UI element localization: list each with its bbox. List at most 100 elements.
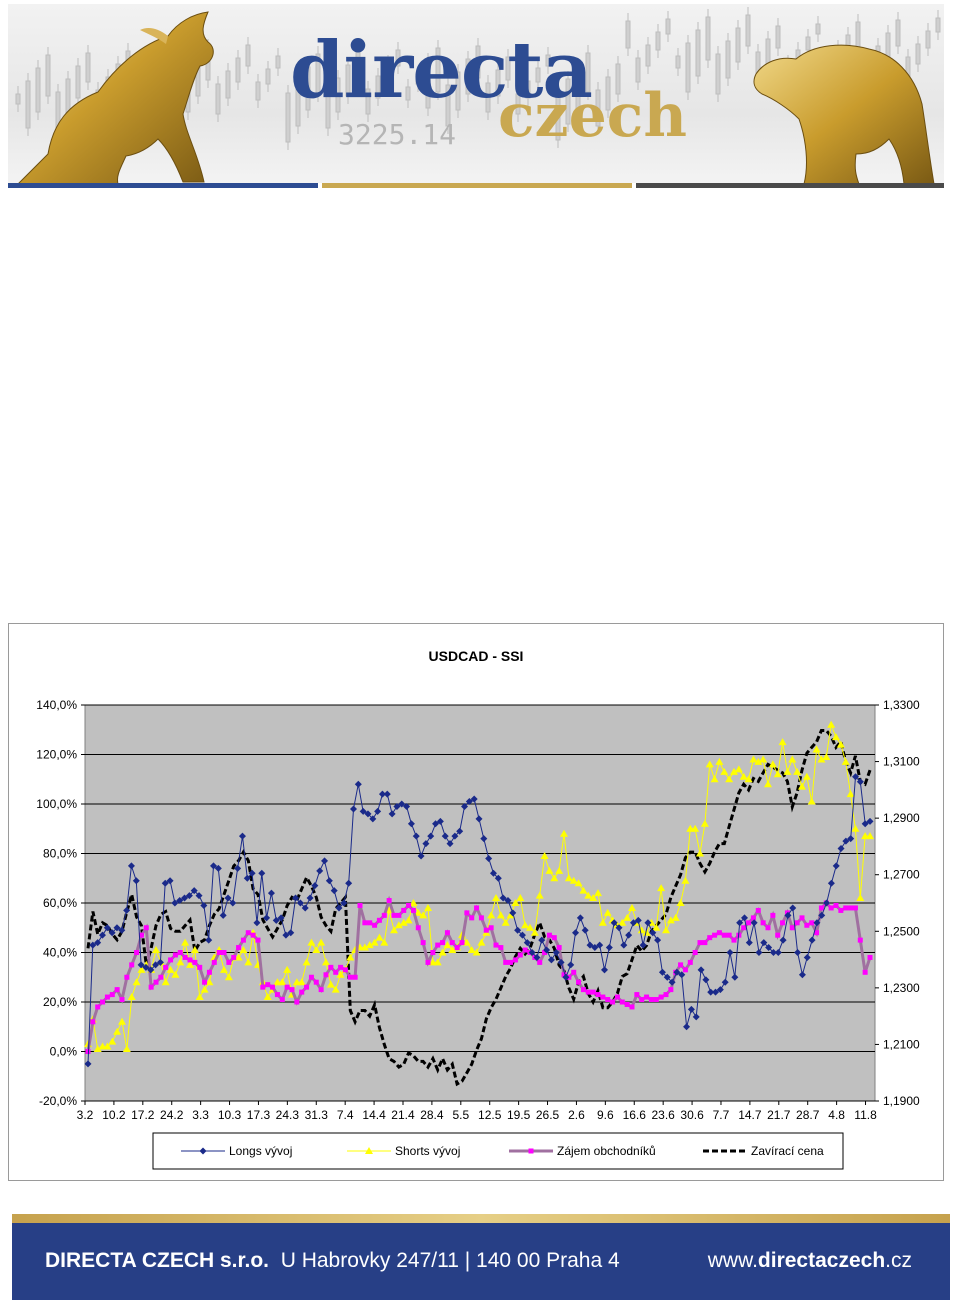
data-point [430, 950, 436, 955]
data-point [720, 767, 729, 775]
data-point [485, 854, 493, 862]
data-point [407, 820, 415, 828]
data-point [634, 992, 640, 998]
data-point [557, 958, 565, 966]
data-point [523, 939, 531, 947]
data-point [561, 972, 567, 978]
data-point [749, 755, 758, 763]
data-point [614, 994, 620, 1000]
data-point [789, 904, 797, 912]
data-point [244, 958, 253, 966]
data-point [705, 760, 714, 768]
data-point [216, 950, 222, 955]
series-z-jem-obchodn-k- [85, 895, 873, 1054]
data-point [364, 810, 372, 818]
data-point [619, 999, 625, 1005]
y-right-tick-label: 1,2300 [883, 981, 920, 995]
data-point [306, 894, 314, 902]
data-point [861, 820, 869, 828]
data-point [388, 810, 396, 818]
x-tick-label: 16.6 [623, 1108, 647, 1122]
data-point [229, 899, 237, 907]
data-point [137, 965, 146, 973]
data-point [190, 946, 199, 954]
data-point [386, 898, 392, 904]
data-point [494, 874, 502, 882]
data-point [424, 903, 432, 911]
data-point [263, 993, 272, 1001]
data-point [399, 918, 408, 926]
series-line [86, 729, 872, 1087]
data-point [433, 958, 442, 966]
data-point [123, 906, 131, 914]
chart-container: USDCAD - SSI -20,0% 0,0% 20,0% 40,0% 60,0% 80… [8, 623, 944, 1181]
data-point [545, 866, 554, 874]
data-point [671, 913, 680, 921]
data-point [147, 966, 155, 974]
data-point [676, 899, 685, 906]
data-point [260, 984, 266, 990]
data-point [765, 944, 773, 952]
data-point [427, 832, 435, 840]
x-tick-label: 7.4 [337, 1108, 354, 1122]
data-point [572, 929, 580, 937]
data-point [521, 921, 530, 929]
data-point [601, 966, 609, 974]
data-point [778, 738, 787, 746]
data-point [448, 946, 457, 954]
footer-company-info: DIRECTA CZECH s.r.o. U Habrovky 247/11 |… [45, 1249, 620, 1273]
y-right-tick-label: 1,2500 [883, 924, 920, 938]
data-point [833, 902, 839, 908]
data-point [231, 954, 237, 960]
data-point [200, 985, 209, 993]
ssi-line-chart: USDCAD - SSI -20,0% 0,0% 20,0% 40,0% 60,0% 80… [36, 648, 920, 1170]
data-point [205, 936, 213, 944]
data-point [127, 862, 135, 870]
legend-item: Zájem obchodníků [509, 1144, 656, 1158]
data-point [177, 950, 183, 955]
legend-item: Shorts vývoj [347, 1144, 460, 1158]
y-left-tick-label: 0,0% [50, 1045, 78, 1059]
x-tick-label: 10.2 [102, 1108, 126, 1122]
data-point [851, 824, 860, 832]
data-point [94, 939, 102, 947]
data-point [385, 906, 394, 914]
data-point [108, 1037, 117, 1045]
data-point [542, 950, 548, 955]
data-point [590, 989, 596, 995]
data-point [744, 775, 753, 783]
x-tick-label: 12.5 [478, 1108, 502, 1122]
data-point [360, 943, 369, 951]
data-point [176, 958, 185, 966]
data-point [589, 894, 598, 902]
data-point [629, 1004, 635, 1010]
data-point [567, 961, 575, 969]
data-point [808, 936, 816, 944]
data-point [304, 984, 310, 990]
footer-website-link[interactable]: www.directaczech.cz [708, 1249, 912, 1273]
data-point [253, 919, 261, 927]
data-point [376, 917, 382, 923]
y-left-tick-label: 140,0% [36, 698, 77, 712]
data-point [822, 752, 831, 760]
footer-bar: DIRECTA CZECH s.r.o. U Habrovky 247/11 |… [12, 1223, 950, 1300]
bear-statue-image [753, 44, 935, 185]
data-point [764, 780, 772, 788]
data-point [535, 891, 544, 899]
data-point [682, 967, 688, 973]
data-point [406, 902, 412, 908]
data-point [518, 931, 526, 939]
data-point [648, 997, 654, 1003]
data-point [652, 923, 661, 931]
data-point [393, 802, 401, 810]
data-point [857, 937, 863, 943]
data-point [773, 770, 782, 778]
data-point [550, 874, 559, 882]
data-point [161, 978, 170, 986]
x-tick-label: 28.4 [420, 1108, 444, 1122]
data-point [856, 894, 865, 902]
data-point [294, 999, 300, 1005]
data-point [628, 903, 636, 911]
data-point [543, 946, 551, 954]
data-point [574, 879, 583, 887]
